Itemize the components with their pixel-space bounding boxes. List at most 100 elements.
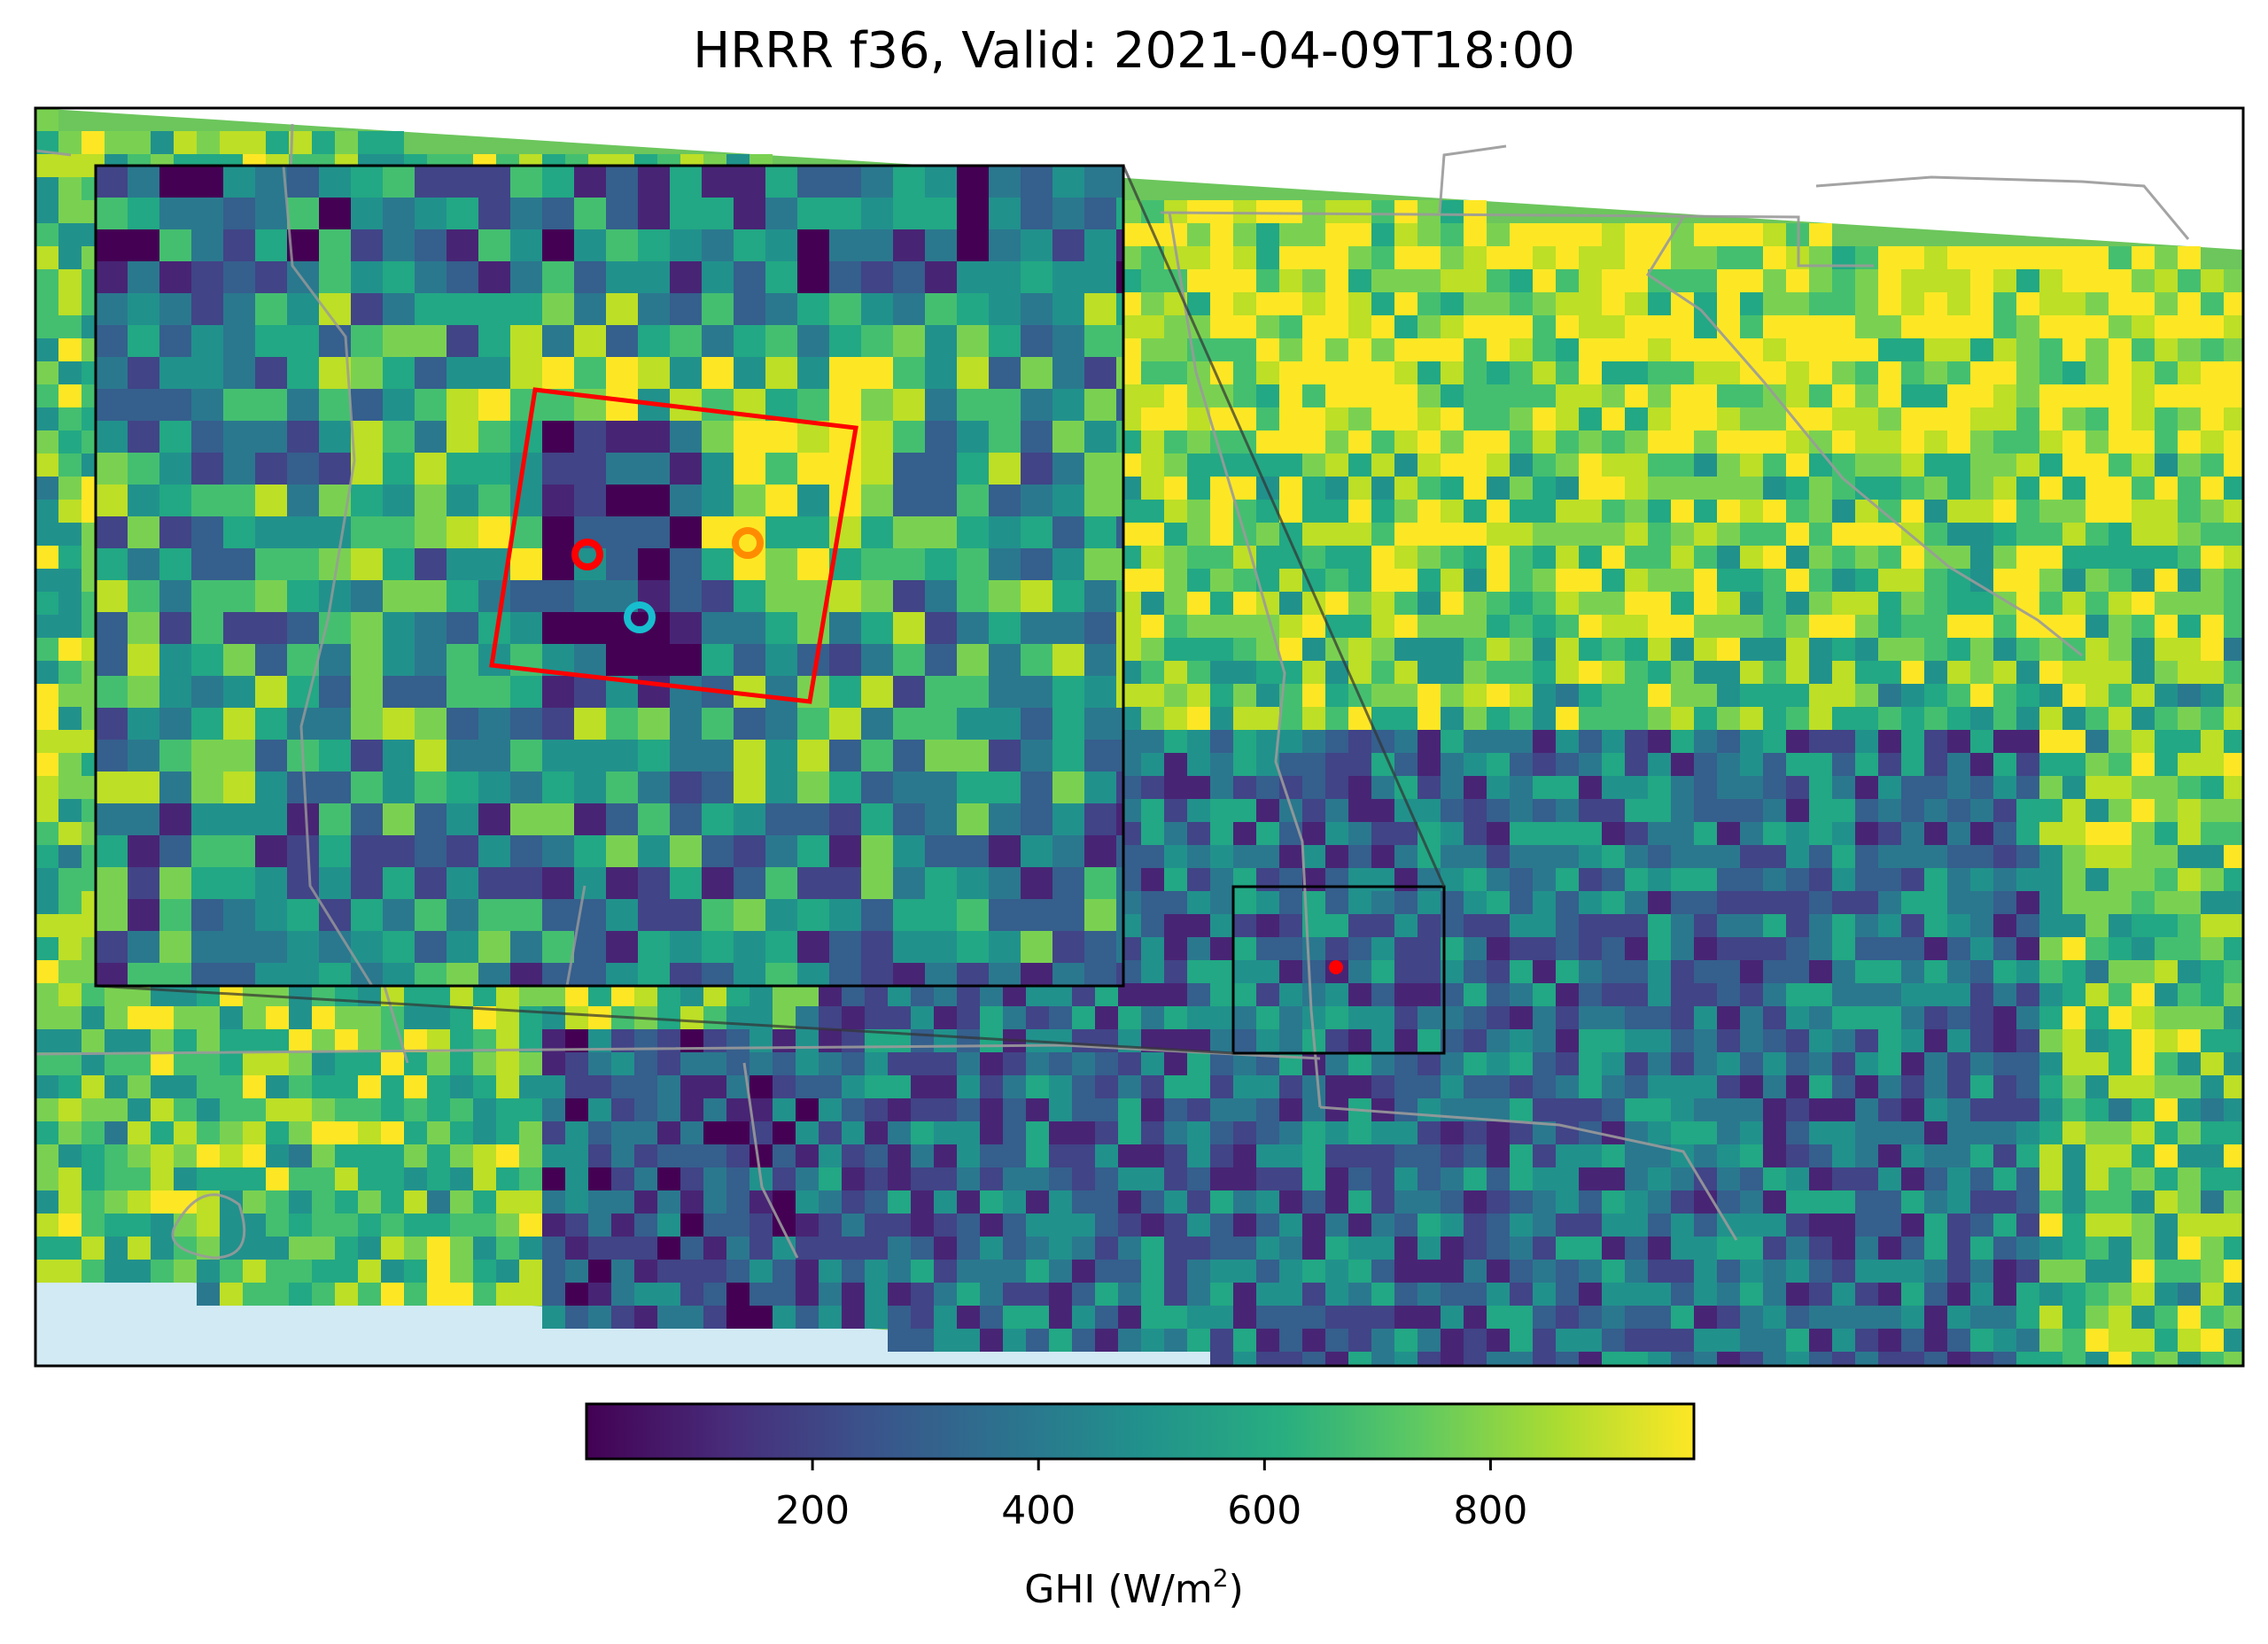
ghi-cell bbox=[726, 1306, 750, 1329]
ghi-cell bbox=[1717, 430, 1740, 454]
ghi-cell bbox=[2085, 960, 2109, 983]
ghi-cell bbox=[35, 684, 58, 707]
ghi-cell bbox=[1325, 707, 1348, 730]
ghi-cell bbox=[1418, 546, 1441, 569]
ghi-cell bbox=[1049, 1052, 1072, 1075]
ghi-cell bbox=[1947, 868, 1970, 891]
ghi-cell bbox=[82, 1098, 105, 1121]
ghi-cell bbox=[35, 799, 58, 822]
ghi-cell bbox=[1556, 1167, 1579, 1190]
inset-cell bbox=[925, 166, 957, 198]
ghi-cell bbox=[1441, 1121, 1464, 1144]
inset-cell bbox=[734, 261, 765, 293]
inset-cell bbox=[1084, 229, 1116, 261]
ghi-cell bbox=[1464, 1329, 1487, 1352]
inset-cell bbox=[96, 198, 128, 229]
ghi-cell bbox=[1717, 776, 1740, 799]
ghi-cell bbox=[2016, 430, 2039, 454]
ghi-cell bbox=[819, 1167, 842, 1190]
ghi-cell bbox=[865, 1144, 888, 1167]
ghi-cell bbox=[1325, 246, 1348, 269]
ghi-cell bbox=[819, 1190, 842, 1214]
ghi-cell bbox=[2109, 338, 2132, 361]
ghi-cell bbox=[1763, 914, 1786, 937]
ghi-cell bbox=[542, 1283, 565, 1306]
ghi-cell bbox=[174, 1214, 197, 1237]
ghi-cell bbox=[128, 1144, 151, 1167]
ghi-cell bbox=[2132, 1075, 2155, 1098]
ghi-cell bbox=[888, 1283, 911, 1306]
inset-cell bbox=[893, 293, 925, 325]
ghi-cell bbox=[2039, 592, 2062, 615]
ghi-cell bbox=[1256, 500, 1279, 523]
inset-cell bbox=[765, 293, 797, 325]
ghi-cell bbox=[1924, 684, 1947, 707]
ghi-cell bbox=[2178, 684, 2201, 707]
ghi-cell bbox=[1625, 223, 1648, 246]
ghi-cell bbox=[1878, 661, 1901, 684]
ghi-cell bbox=[1740, 753, 1763, 776]
ghi-cell bbox=[1993, 1214, 2016, 1237]
ghi-cell bbox=[1970, 891, 1993, 914]
ghi-cell bbox=[1233, 223, 1256, 246]
ghi-cell bbox=[1233, 269, 1256, 292]
ghi-cell bbox=[1717, 1029, 1740, 1052]
ghi-cell bbox=[450, 1052, 473, 1075]
ghi-cell bbox=[1970, 1075, 1993, 1098]
ghi-cell bbox=[2155, 845, 2178, 868]
ghi-cell bbox=[750, 1214, 773, 1237]
ghi-cell bbox=[1302, 776, 1325, 799]
ghi-cell bbox=[2201, 1352, 2224, 1366]
ghi-cell bbox=[220, 1098, 243, 1121]
ghi-cell bbox=[680, 1006, 703, 1029]
ghi-cell bbox=[796, 1052, 819, 1075]
ghi-cell bbox=[2224, 546, 2243, 569]
ghi-cell bbox=[911, 1144, 934, 1167]
ghi-cell bbox=[1141, 868, 1164, 891]
ghi-cell bbox=[1878, 1144, 1901, 1167]
ghi-cell bbox=[588, 1052, 611, 1075]
ghi-cell bbox=[1279, 430, 1302, 454]
ghi-cell bbox=[1095, 1237, 1118, 1260]
ghi-cell bbox=[1371, 1121, 1394, 1144]
ghi-cell bbox=[1441, 799, 1464, 822]
ghi-cell bbox=[1371, 661, 1394, 684]
ghi-cell bbox=[1694, 822, 1717, 845]
ghi-cell bbox=[2224, 1283, 2243, 1306]
ghi-cell bbox=[1302, 384, 1325, 407]
ghi-cell bbox=[335, 1052, 358, 1075]
ghi-cell bbox=[634, 1052, 657, 1075]
ghi-cell bbox=[1740, 1075, 1763, 1098]
ghi-cell bbox=[1993, 1006, 2016, 1029]
ghi-cell bbox=[1625, 638, 1648, 661]
ghi-cell bbox=[1602, 454, 1625, 477]
ghi-cell bbox=[1441, 569, 1464, 592]
ghi-cell bbox=[1510, 753, 1533, 776]
ghi-cell bbox=[1487, 983, 1510, 1006]
ghi-cell bbox=[2155, 292, 2178, 315]
ghi-cell bbox=[35, 500, 58, 523]
ghi-cell bbox=[2039, 983, 2062, 1006]
ghi-cell bbox=[2085, 246, 2109, 269]
ghi-cell bbox=[1602, 845, 1625, 868]
ghi-cell bbox=[565, 1006, 588, 1029]
ghi-cell bbox=[1717, 1352, 1740, 1366]
ghi-cell bbox=[2178, 361, 2201, 384]
ghi-cell bbox=[2178, 868, 2201, 891]
ghi-cell bbox=[1118, 1283, 1141, 1306]
ghi-cell bbox=[911, 1190, 934, 1214]
ghi-cell bbox=[1901, 477, 1924, 500]
ghi-cell bbox=[1394, 430, 1418, 454]
ghi-cell bbox=[2201, 1121, 2224, 1144]
ghi-cell bbox=[2201, 407, 2224, 430]
ghi-cell bbox=[2132, 1352, 2155, 1366]
ghi-cell bbox=[2132, 1006, 2155, 1029]
ghi-cell bbox=[1556, 638, 1579, 661]
ghi-cell bbox=[1348, 1214, 1371, 1237]
ghi-cell bbox=[1625, 684, 1648, 707]
ghi-cell bbox=[2039, 1260, 2062, 1283]
ghi-cell bbox=[1786, 1283, 1809, 1306]
ghi-cell bbox=[1625, 477, 1648, 500]
map-title: HRRR f36, Valid: 2021-04-09T18:00 bbox=[693, 22, 1575, 80]
ghi-cell bbox=[1233, 338, 1256, 361]
